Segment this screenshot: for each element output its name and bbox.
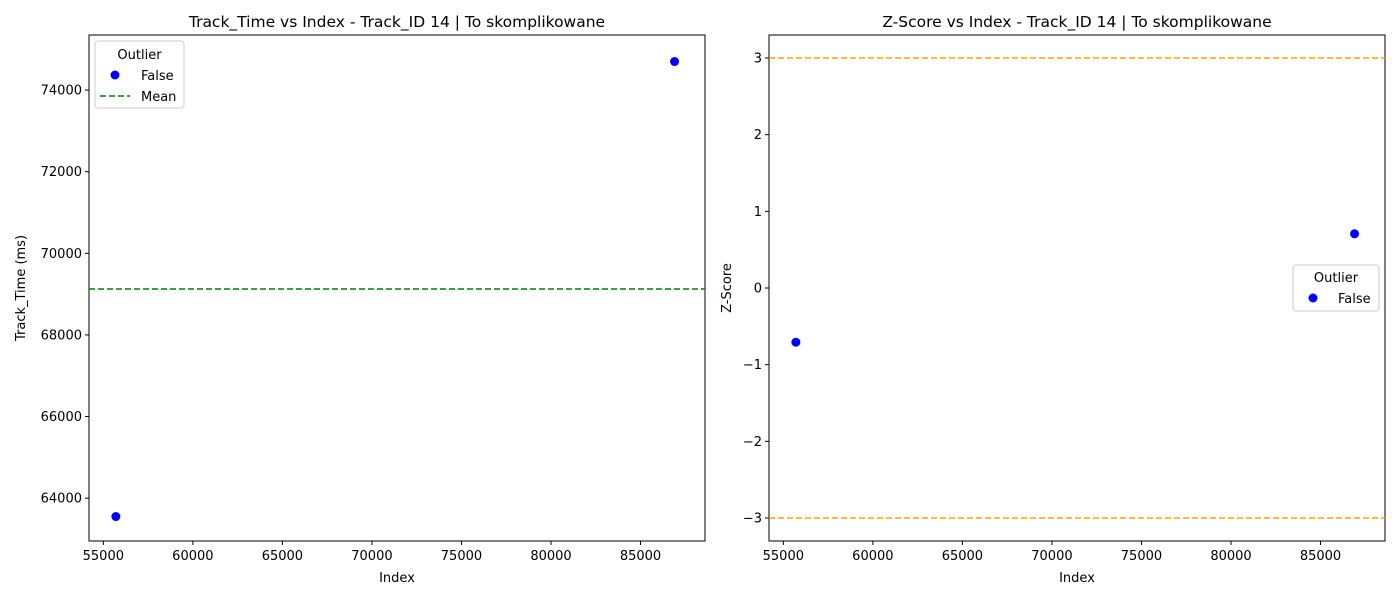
y-tick-label: 3: [754, 52, 762, 67]
y-tick-label: 2: [754, 128, 762, 143]
data-point: [791, 337, 801, 347]
legend-title: Outlier: [117, 48, 162, 63]
data-points: [791, 229, 1360, 347]
chart-title: Z-Score vs Index - Track_ID 14 | To skom…: [882, 13, 1271, 32]
data-points: [111, 57, 680, 522]
y-tick-label: −1: [743, 358, 762, 373]
y-tick-label: 72000: [41, 165, 82, 180]
x-tick-label: 75000: [441, 549, 482, 564]
y-tick-label: 66000: [41, 410, 82, 425]
x-tick-label: 60000: [172, 549, 213, 564]
legend-box: [94, 40, 185, 109]
x-tick-label: 65000: [262, 549, 303, 564]
data-point: [670, 57, 680, 67]
legend: Outlier False: [1292, 264, 1380, 312]
x-tick-label: 65000: [942, 549, 983, 564]
y-ticks: 64000 66000 68000 70000 72000 74000: [41, 84, 89, 507]
reference-lines: [769, 57, 1385, 519]
x-ticks: 55000 60000 65000 70000 75000 80000 85000: [763, 541, 1341, 564]
legend: Outlier False Mean: [94, 40, 185, 109]
legend-label: Mean: [141, 90, 176, 105]
chart-right: Z-Score vs Index - Track_ID 14 | To skom…: [720, 13, 1386, 586]
y-tick-label: 64000: [41, 492, 82, 507]
y-tick-label: 1: [754, 205, 762, 220]
chart-title: Track_Time vs Index - Track_ID 14 | To s…: [188, 13, 605, 32]
x-tick-label: 85000: [620, 549, 661, 564]
x-tick-label: 55000: [763, 549, 804, 564]
legend-label: False: [141, 69, 174, 84]
legend-label: False: [1338, 292, 1371, 307]
data-point: [1350, 229, 1360, 239]
x-tick-label: 70000: [351, 549, 392, 564]
data-point: [111, 512, 121, 522]
y-tick-label: 74000: [41, 84, 82, 99]
legend-marker: [110, 70, 120, 80]
y-tick-label: 70000: [41, 247, 82, 262]
x-axis-label: Index: [379, 571, 415, 586]
y-tick-label: 0: [754, 282, 762, 297]
plot-frame: [88, 34, 706, 542]
x-axis-label: Index: [1059, 571, 1095, 586]
legend-title: Outlier: [1314, 271, 1359, 286]
y-tick-label: −2: [743, 435, 762, 450]
legend-marker: [1308, 293, 1318, 303]
x-tick-label: 75000: [1121, 549, 1162, 564]
y-axis-label: Z-Score: [720, 263, 735, 313]
x-tick-label: 55000: [83, 549, 124, 564]
y-tick-label: −3: [743, 512, 762, 527]
chart-left: Track_Time vs Index - Track_ID 14 | To s…: [14, 13, 706, 586]
x-tick-label: 80000: [1210, 549, 1251, 564]
y-ticks: −3 −2 −1 0 1 2 3: [743, 52, 769, 527]
x-tick-label: 70000: [1031, 549, 1072, 564]
x-tick-label: 85000: [1300, 549, 1341, 564]
y-tick-label: 68000: [41, 328, 82, 343]
x-tick-label: 80000: [530, 549, 571, 564]
y-axis-label: Track_Time (ms): [14, 235, 29, 342]
x-tick-label: 60000: [852, 549, 893, 564]
x-ticks: 55000 60000 65000 70000 75000 80000 85000: [83, 541, 661, 564]
